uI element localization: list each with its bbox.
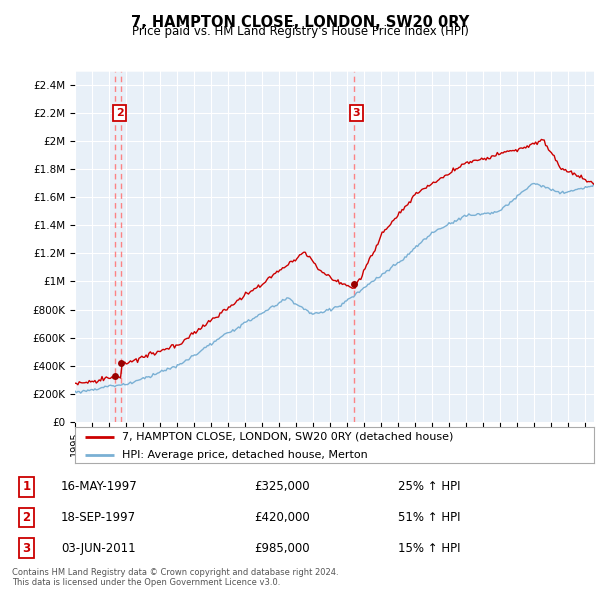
Text: 25% ↑ HPI: 25% ↑ HPI bbox=[398, 480, 460, 493]
Text: 3: 3 bbox=[352, 108, 360, 118]
Text: 3: 3 bbox=[22, 542, 31, 555]
Text: 18-SEP-1997: 18-SEP-1997 bbox=[61, 511, 136, 524]
Text: Price paid vs. HM Land Registry's House Price Index (HPI): Price paid vs. HM Land Registry's House … bbox=[131, 25, 469, 38]
Text: 1: 1 bbox=[22, 480, 31, 493]
Text: £325,000: £325,000 bbox=[254, 480, 310, 493]
Text: Contains HM Land Registry data © Crown copyright and database right 2024.
This d: Contains HM Land Registry data © Crown c… bbox=[12, 568, 338, 587]
Text: HPI: Average price, detached house, Merton: HPI: Average price, detached house, Mert… bbox=[122, 450, 367, 460]
Text: 2: 2 bbox=[22, 511, 31, 524]
Text: 03-JUN-2011: 03-JUN-2011 bbox=[61, 542, 136, 555]
Text: £985,000: £985,000 bbox=[254, 542, 310, 555]
Text: £420,000: £420,000 bbox=[254, 511, 310, 524]
Text: 15% ↑ HPI: 15% ↑ HPI bbox=[398, 542, 460, 555]
Text: 7, HAMPTON CLOSE, LONDON, SW20 0RY (detached house): 7, HAMPTON CLOSE, LONDON, SW20 0RY (deta… bbox=[122, 432, 453, 442]
Text: 7, HAMPTON CLOSE, LONDON, SW20 0RY: 7, HAMPTON CLOSE, LONDON, SW20 0RY bbox=[131, 15, 469, 30]
Text: 2: 2 bbox=[116, 108, 124, 118]
Text: 51% ↑ HPI: 51% ↑ HPI bbox=[398, 511, 460, 524]
Text: 16-MAY-1997: 16-MAY-1997 bbox=[61, 480, 138, 493]
